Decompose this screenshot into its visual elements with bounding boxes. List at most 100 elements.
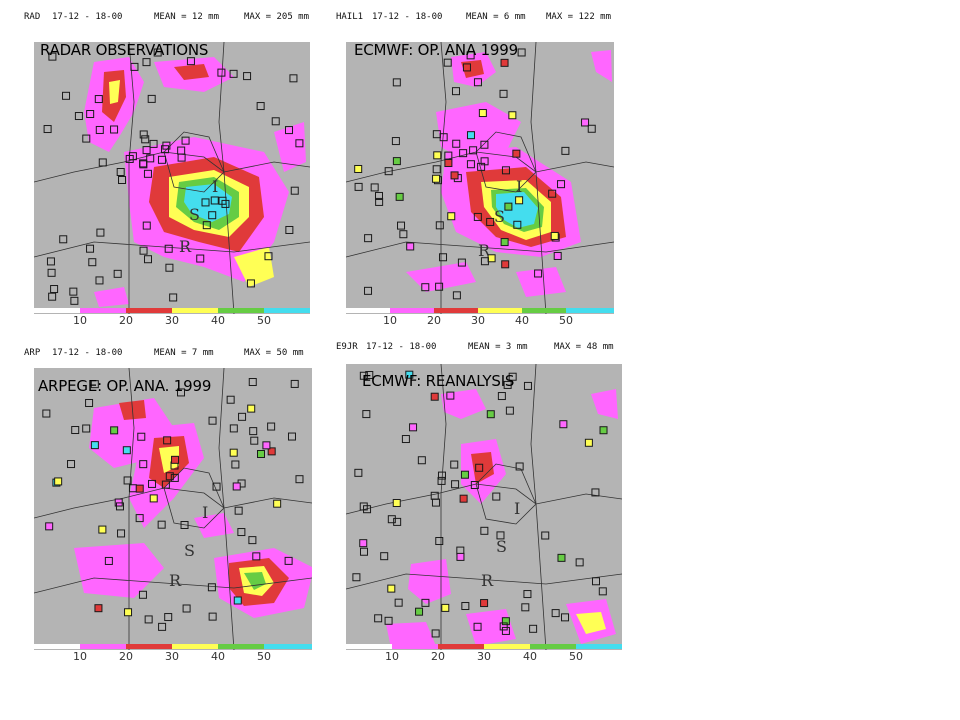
station-marker (466, 131, 475, 140)
station-marker (256, 102, 265, 111)
station-marker (456, 552, 465, 561)
station-marker (515, 196, 524, 205)
station-marker (480, 157, 489, 166)
panel-radar: RAD 17-12 - 18-00 MEAN = 12 mm MAX = 205… (22, 12, 322, 332)
station-marker (499, 89, 508, 98)
header-period: 17-12 - 18-00 (366, 342, 437, 352)
station-marker (124, 608, 133, 617)
station-marker (439, 253, 448, 262)
station-marker (421, 283, 430, 292)
station-marker (289, 74, 298, 83)
station-marker (443, 58, 452, 67)
map-label-r: R (481, 571, 494, 590)
station-marker (149, 494, 158, 503)
station-marker (432, 165, 441, 174)
station-marker (557, 180, 566, 189)
station-marker (284, 126, 293, 135)
station-marker (515, 462, 524, 471)
color-seg-30 (478, 308, 522, 313)
station-marker (232, 482, 241, 491)
station-marker (359, 502, 368, 511)
station-marker (248, 378, 257, 387)
precip-field-ecmwf-op (406, 50, 612, 297)
station-marker (218, 196, 227, 205)
station-marker (243, 72, 252, 81)
precipitation-map: I S R (34, 368, 312, 650)
station-marker (148, 479, 157, 488)
station-marker (161, 480, 170, 489)
station-marker (405, 370, 414, 379)
color-seg-20 (126, 308, 172, 313)
scale-tick: 20 (119, 650, 133, 663)
station-marker (387, 515, 396, 524)
precip-field-radar (84, 57, 306, 307)
station-marker (505, 406, 514, 415)
station-marker (231, 460, 240, 469)
station-marker (229, 448, 238, 457)
station-marker (435, 282, 444, 291)
station-marker (399, 230, 408, 239)
station-marker (401, 435, 410, 444)
station-marker (473, 622, 482, 631)
station-markers (352, 370, 608, 638)
station-marker (47, 268, 56, 277)
scale-tick: 50 (569, 650, 583, 663)
station-marker (421, 598, 430, 607)
station-marker (548, 189, 557, 198)
color-seg-10 (392, 644, 438, 649)
borders (346, 364, 622, 650)
station-marker (182, 604, 191, 613)
header-name: HAIL1 (336, 12, 364, 22)
station-marker (208, 211, 217, 220)
station-marker (290, 379, 299, 388)
station-marker (501, 166, 510, 175)
station-marker (171, 455, 180, 464)
station-marker (250, 436, 259, 445)
station-marker (415, 607, 424, 616)
station-marker (466, 51, 475, 60)
station-marker (104, 556, 113, 565)
station-marker (50, 285, 59, 294)
station-marker (459, 494, 468, 503)
station-marker (500, 58, 509, 67)
station-marker (557, 553, 566, 562)
station-marker (500, 238, 509, 247)
station-marker (180, 521, 189, 530)
station-marker (139, 246, 148, 255)
scale-tick: 10 (385, 650, 399, 663)
map-label-s: S (189, 205, 200, 224)
scale-tick: 10 (73, 650, 87, 663)
station-marker (598, 587, 607, 596)
station-marker (550, 231, 559, 240)
station-marker (435, 537, 444, 546)
color-scale: 10 20 30 40 50 (346, 308, 614, 328)
station-marker (247, 404, 256, 413)
station-marker (95, 125, 104, 134)
map-label-i: I (212, 177, 218, 196)
station-marker (487, 254, 496, 263)
station-marker (480, 526, 489, 535)
station-marker (117, 529, 126, 538)
station-marker (196, 254, 205, 263)
station-marker (591, 488, 600, 497)
station-marker (144, 615, 153, 624)
station-marker (437, 476, 446, 485)
station-marker (374, 191, 383, 200)
station-marker (417, 456, 426, 465)
color-seg-10 (80, 644, 126, 649)
panel-title: ARPEGE: OP. ANA. 1999 (38, 377, 212, 395)
precipitation-map: I S R (34, 42, 310, 314)
station-marker (86, 244, 95, 253)
station-marker (551, 609, 560, 618)
station-marker (163, 436, 172, 445)
color-seg-20 (126, 644, 172, 649)
station-marker (162, 141, 171, 150)
station-marker (446, 391, 455, 400)
station-marker (82, 134, 91, 143)
station-marker (521, 603, 530, 612)
station-marker (452, 139, 461, 148)
color-scale: 10 20 30 40 50 (346, 644, 622, 664)
station-markers (42, 378, 304, 631)
station-marker (431, 498, 440, 507)
station-marker (85, 398, 94, 407)
